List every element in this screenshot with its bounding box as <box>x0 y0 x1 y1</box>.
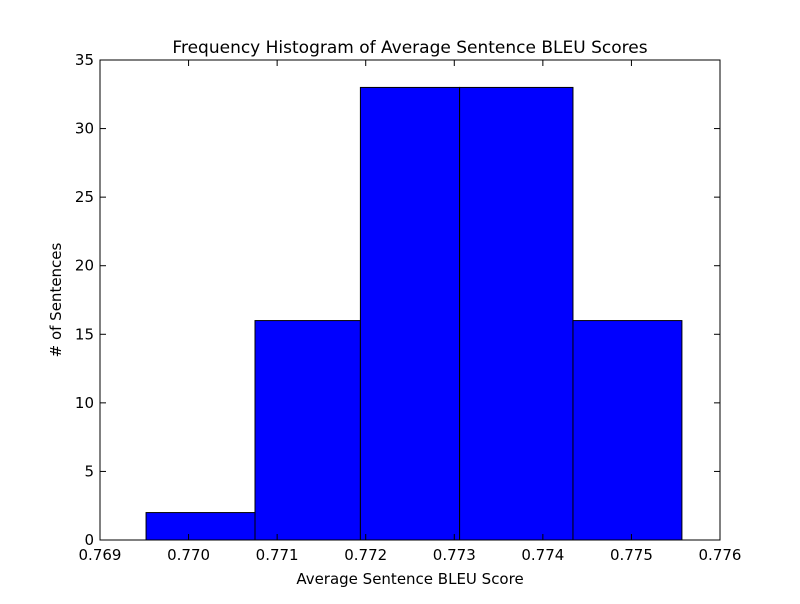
x-tick-label-4: 0.773 <box>433 546 476 564</box>
x-tick-label-5: 0.774 <box>521 546 564 564</box>
x-tick-label-2: 0.771 <box>256 546 299 564</box>
chart-title: Frequency Histogram of Average Sentence … <box>172 38 647 58</box>
histogram-bar-1 <box>145 512 256 541</box>
y-tick-label-7: 35 <box>75 51 94 69</box>
x-tick-label-3: 0.772 <box>344 546 387 564</box>
x-tick-label-1: 0.770 <box>167 546 210 564</box>
x-tick-label-7: 0.776 <box>699 546 742 564</box>
bars-layer <box>145 86 683 541</box>
x-tick-label-0: 0.769 <box>79 546 122 564</box>
y-tick-label-6: 30 <box>75 120 94 138</box>
histogram-bar-2 <box>254 320 361 541</box>
x-axis-label: Average Sentence BLEU Score <box>296 570 523 588</box>
y-tick-label-5: 25 <box>75 188 94 206</box>
histogram-bar-5 <box>572 320 683 541</box>
y-tick-label-0: 0 <box>84 531 94 549</box>
y-tick-label-4: 20 <box>75 257 94 275</box>
y-axis-label: # of Sentences <box>47 242 65 357</box>
plot-frame <box>99 59 721 541</box>
y-tick-label-3: 15 <box>75 325 94 343</box>
histogram-bar-4 <box>459 86 574 541</box>
histogram-bar-3 <box>359 86 461 541</box>
y-tick-label-1: 5 <box>84 462 94 480</box>
x-tick-label-6: 0.775 <box>610 546 653 564</box>
y-tick-label-2: 10 <box>75 394 94 412</box>
ticks-layer: 0.769 0.770 0.771 0.772 0.773 0.774 0.775 0.776… <box>75 51 742 564</box>
